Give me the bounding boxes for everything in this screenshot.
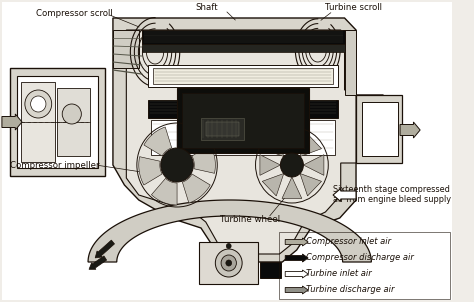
Text: Sixteenth stage compressed: Sixteenth stage compressed [333, 185, 450, 194]
Text: Turbine wheel: Turbine wheel [220, 216, 280, 224]
Polygon shape [282, 132, 302, 153]
Bar [142, 30, 345, 44]
FancyArrow shape [95, 240, 115, 258]
Polygon shape [88, 200, 371, 262]
Polygon shape [282, 177, 302, 198]
Polygon shape [139, 157, 162, 185]
Circle shape [31, 96, 46, 112]
Circle shape [227, 243, 231, 249]
Bar [177, 88, 309, 153]
Bar [151, 120, 335, 155]
Bar [57, 88, 90, 156]
Bar [9, 68, 105, 176]
Circle shape [62, 104, 82, 124]
Bar [201, 118, 244, 140]
Polygon shape [182, 174, 210, 203]
Text: Turbine scroll: Turbine scroll [326, 4, 383, 12]
Bar [21, 82, 55, 162]
Polygon shape [144, 127, 172, 156]
Circle shape [25, 90, 52, 118]
Bar [142, 44, 345, 52]
FancyArrow shape [285, 286, 308, 294]
Text: Compressor scroll: Compressor scroll [36, 8, 113, 18]
Text: Turbine inlet air: Turbine inlet air [306, 269, 372, 278]
Bar [199, 242, 258, 284]
Polygon shape [127, 30, 356, 254]
Bar [362, 102, 398, 156]
Bar [148, 65, 338, 87]
Text: Shaft: Shaft [195, 4, 218, 12]
FancyArrow shape [285, 270, 308, 278]
FancyArrow shape [333, 188, 356, 201]
Bar [17, 76, 98, 168]
Polygon shape [262, 134, 284, 156]
Polygon shape [300, 134, 321, 156]
Bar [153, 68, 333, 84]
Polygon shape [151, 178, 177, 205]
Circle shape [281, 153, 303, 177]
FancyArrow shape [285, 238, 308, 246]
Polygon shape [113, 30, 139, 68]
Bar [260, 262, 282, 278]
FancyArrow shape [89, 256, 107, 269]
Bar [280, 232, 450, 299]
Polygon shape [177, 125, 203, 152]
Circle shape [221, 255, 237, 271]
Polygon shape [345, 30, 356, 95]
Bar [356, 95, 402, 163]
Text: Compressor discharge air: Compressor discharge air [306, 253, 414, 262]
FancyArrow shape [285, 254, 308, 262]
Bar [206, 122, 239, 136]
Polygon shape [260, 155, 281, 175]
Bar [182, 93, 304, 148]
Text: air from engine bleed supply: air from engine bleed supply [333, 195, 451, 204]
Text: Turbine discharge air: Turbine discharge air [306, 285, 395, 294]
Circle shape [215, 249, 242, 277]
Polygon shape [262, 173, 284, 196]
Bar [148, 100, 338, 118]
Polygon shape [300, 173, 321, 196]
Text: Compressor inlet air: Compressor inlet air [306, 237, 392, 246]
Polygon shape [303, 155, 324, 175]
Circle shape [226, 260, 232, 266]
FancyArrow shape [2, 114, 22, 130]
FancyArrow shape [400, 122, 420, 138]
Polygon shape [192, 145, 215, 173]
Circle shape [161, 148, 193, 182]
Text: Compressor impeller: Compressor impeller [9, 160, 99, 169]
Polygon shape [113, 18, 402, 262]
